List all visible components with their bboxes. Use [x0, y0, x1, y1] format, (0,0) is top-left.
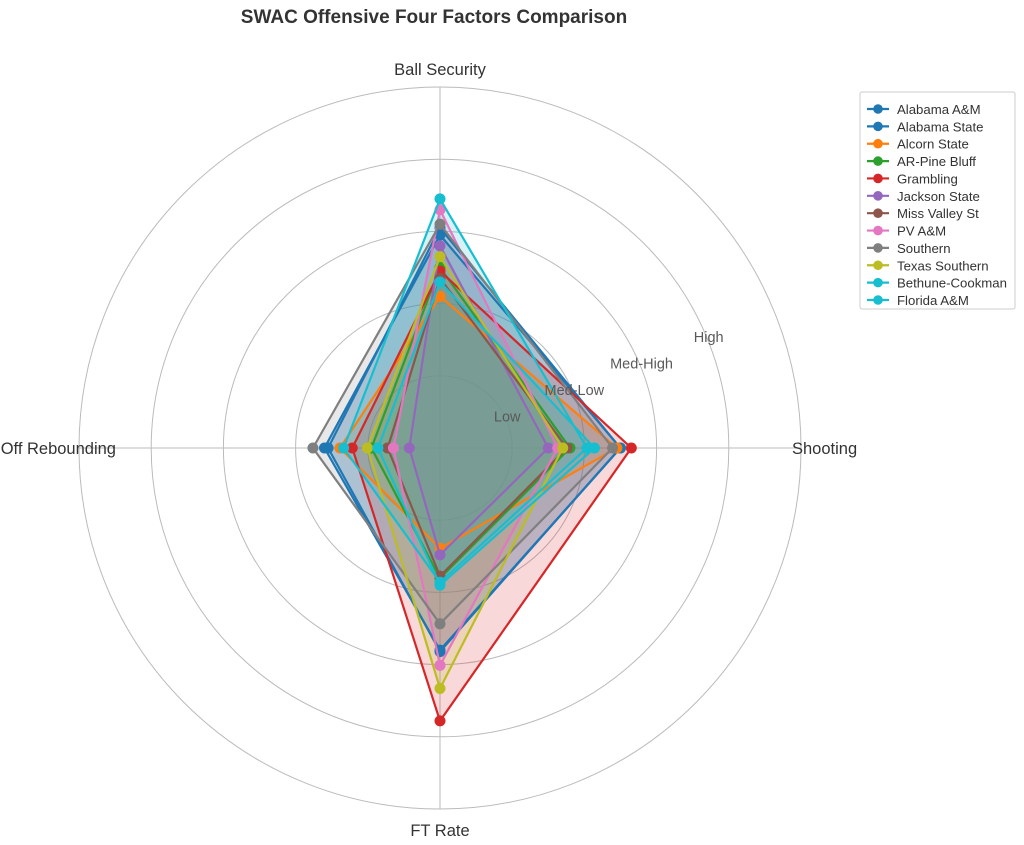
svg-text:FT Rate: FT Rate — [410, 822, 469, 840]
svg-text:Shooting: Shooting — [792, 440, 857, 458]
svg-text:Grambling: Grambling — [897, 171, 958, 186]
svg-text:PV A&M: PV A&M — [897, 224, 946, 239]
svg-text:Med-Low: Med-Low — [545, 383, 605, 399]
svg-text:Alabama State: Alabama State — [897, 119, 984, 134]
svg-text:Florida A&M: Florida A&M — [897, 293, 969, 308]
svg-text:Off Rebounding: Off Rebounding — [1, 440, 116, 458]
svg-text:AR-Pine Bluff: AR-Pine Bluff — [897, 154, 976, 169]
svg-text:Low: Low — [494, 410, 521, 426]
svg-text:Med-High: Med-High — [610, 357, 673, 373]
svg-text:Alcorn State: Alcorn State — [897, 137, 969, 152]
svg-text:Southern: Southern — [897, 241, 951, 256]
svg-text:Texas Southern: Texas Southern — [897, 258, 989, 273]
svg-text:Miss Valley St: Miss Valley St — [897, 206, 979, 221]
svg-text:Ball Security: Ball Security — [394, 61, 486, 79]
svg-text:Bethune-Cookman: Bethune-Cookman — [897, 276, 1007, 291]
svg-text:High: High — [694, 330, 724, 346]
svg-text:Jackson State: Jackson State — [897, 189, 980, 204]
svg-text:Alabama A&M: Alabama A&M — [897, 102, 981, 117]
